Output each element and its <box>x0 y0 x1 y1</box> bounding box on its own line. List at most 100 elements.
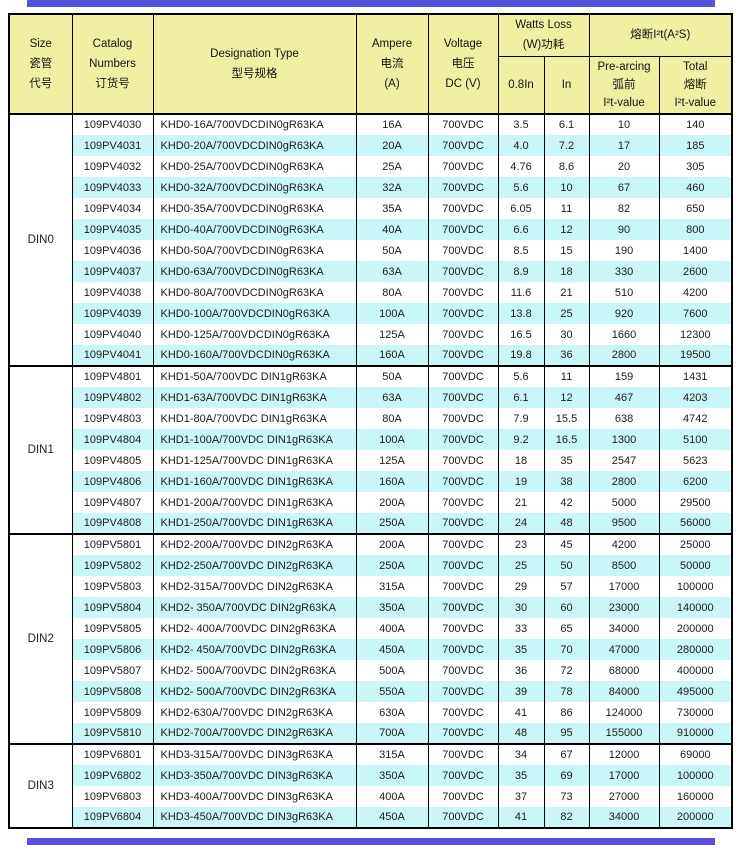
ampere-cell: 25A <box>355 156 429 177</box>
ampere-cell: 350A <box>355 597 429 618</box>
header-line: 熔断 <box>683 78 707 91</box>
total-i2t-cell: 140 <box>658 114 733 135</box>
voltage-cell: 700VDC <box>427 807 499 828</box>
catalog-number-cell: 109PV5806 <box>71 639 154 660</box>
col-header-watts-loss-group: Watts Loss (W)功耗 <box>497 14 590 57</box>
watts-08in-cell: 21 <box>497 492 545 513</box>
ampere-cell: 50A <box>355 366 429 387</box>
watts-08in-cell: 33 <box>497 618 545 639</box>
watts-in-cell: 67 <box>543 744 590 765</box>
total-i2t-cell: 280000 <box>658 639 733 660</box>
size-group-label: DIN2 <box>8 534 73 744</box>
watts-in-cell: 15 <box>543 240 590 261</box>
header-line: 订货号 <box>95 78 130 90</box>
prearcing-i2t-cell: 467 <box>588 387 660 408</box>
watts-in-cell: 12 <box>543 387 590 408</box>
voltage-cell: 700VDC <box>427 744 499 765</box>
catalog-number-cell: 109PV4803 <box>71 408 154 429</box>
prearcing-i2t-cell: 12000 <box>588 744 660 765</box>
designation-cell: KHD1-200A/700VDC DIN1gR63KA <box>152 492 357 513</box>
designation-cell: KHD0-80A/700VDCDIN0gR63KA <box>152 282 357 303</box>
total-i2t-cell: 69000 <box>658 744 733 765</box>
designation-cell: KHD0-100A/700VDCDIN0gR63KA <box>152 303 357 324</box>
watts-in-cell: 60 <box>543 597 590 618</box>
voltage-cell: 700VDC <box>427 765 499 786</box>
table-row: 109PV4034 KHD0-35A/700VDCDIN0gR63KA 35A 700… <box>9 198 733 219</box>
header-line: Voltage <box>443 38 483 50</box>
watts-in-cell: 70 <box>543 639 590 660</box>
col-header-prearcing: Pre-arcing 弧前 I²t-value <box>588 56 660 114</box>
ampere-cell: 160A <box>355 471 429 492</box>
ampere-cell: 80A <box>355 408 429 429</box>
table-row: 109PV4038 KHD0-80A/700VDCDIN0gR63KA 80A 700… <box>9 282 733 303</box>
watts-08in-cell: 35 <box>497 765 545 786</box>
voltage-cell: 700VDC <box>427 198 499 219</box>
col-header-designation: Designation Type 型号规格 <box>152 14 357 114</box>
designation-cell: KHD1-80A/700VDC DIN1gR63KA <box>152 408 357 429</box>
catalog-number-cell: 109PV4807 <box>71 492 154 513</box>
total-i2t-cell: 25000 <box>658 534 733 555</box>
header-line: Ampere <box>371 38 413 50</box>
watts-in-cell: 25 <box>543 303 590 324</box>
header-line: Designation Type <box>210 48 299 60</box>
ampere-cell: 125A <box>355 450 429 471</box>
total-i2t-cell: 305 <box>658 156 733 177</box>
ampere-cell: 500A <box>355 660 429 681</box>
prearcing-i2t-cell: 2547 <box>588 450 660 471</box>
ampere-cell: 550A <box>355 681 429 702</box>
voltage-cell: 700VDC <box>427 324 499 345</box>
ampere-cell: 250A <box>355 513 429 534</box>
ampere-cell: 63A <box>355 387 429 408</box>
designation-cell: KHD2-315A/700VDC DIN2gR63KA <box>152 576 357 597</box>
watts-08in-cell: 5.6 <box>497 366 545 387</box>
header-line: DC (V) <box>445 78 481 90</box>
voltage-cell: 700VDC <box>427 702 499 723</box>
total-i2t-cell: 56000 <box>658 513 733 534</box>
voltage-cell: 700VDC <box>427 408 499 429</box>
voltage-cell: 700VDC <box>427 366 499 387</box>
ampere-cell: 100A <box>355 429 429 450</box>
voltage-cell: 700VDC <box>427 450 499 471</box>
total-i2t-cell: 160000 <box>658 786 733 807</box>
watts-in-cell: 35 <box>543 450 590 471</box>
watts-in-cell: 36 <box>543 345 590 366</box>
watts-in-cell: 48 <box>543 513 590 534</box>
header-line: In <box>561 78 572 91</box>
total-i2t-cell: 495000 <box>658 681 733 702</box>
total-i2t-cell: 140000 <box>658 597 733 618</box>
prearcing-i2t-cell: 920 <box>588 303 660 324</box>
table-row: 109PV4803 KHD1-80A/700VDC DIN1gR63KA 80A 70… <box>9 408 733 429</box>
voltage-cell: 700VDC <box>427 618 499 639</box>
watts-08in-cell: 25 <box>497 555 545 576</box>
prearcing-i2t-cell: 10 <box>588 114 660 135</box>
total-i2t-cell: 1431 <box>658 366 733 387</box>
watts-08in-cell: 11.6 <box>497 282 545 303</box>
catalog-number-cell: 109PV4035 <box>71 219 154 240</box>
total-i2t-cell: 200000 <box>658 618 733 639</box>
watts-08in-cell: 4.76 <box>497 156 545 177</box>
prearcing-i2t-cell: 330 <box>588 261 660 282</box>
col-header-ampere: Ampere 电流 (A) <box>355 14 429 114</box>
voltage-cell: 700VDC <box>427 240 499 261</box>
voltage-cell: 700VDC <box>427 534 499 555</box>
catalog-number-cell: 109PV4030 <box>71 114 154 135</box>
total-i2t-cell: 100000 <box>658 576 733 597</box>
prearcing-i2t-cell: 20 <box>588 156 660 177</box>
voltage-cell: 700VDC <box>427 135 499 156</box>
col-header-voltage: Voltage 电压 DC (V) <box>427 14 499 114</box>
catalog-number-cell: 109PV4031 <box>71 135 154 156</box>
designation-cell: KHD0-50A/700VDCDIN0gR63KA <box>152 240 357 261</box>
total-i2t-cell: 5100 <box>658 429 733 450</box>
prearcing-i2t-cell: 1660 <box>588 324 660 345</box>
designation-cell: KHD0-25A/700VDCDIN0gR63KA <box>152 156 357 177</box>
voltage-cell: 700VDC <box>427 387 499 408</box>
catalog-number-cell: 109PV4032 <box>71 156 154 177</box>
watts-in-cell: 12 <box>543 219 590 240</box>
table-row: 109PV4807 KHD1-200A/700VDC DIN1gR63KA 200A… <box>9 492 733 513</box>
designation-cell: KHD1-125A/700VDC DIN1gR63KA <box>152 450 357 471</box>
watts-in-cell: 11 <box>543 366 590 387</box>
table-row: 109PV4806 KHD1-160A/700VDC DIN1gR63KA 160A… <box>9 471 733 492</box>
prearcing-i2t-cell: 124000 <box>588 702 660 723</box>
table-row: 109PV6804 KHD3-450A/700VDC DIN3gR63KA 450A… <box>9 807 733 828</box>
